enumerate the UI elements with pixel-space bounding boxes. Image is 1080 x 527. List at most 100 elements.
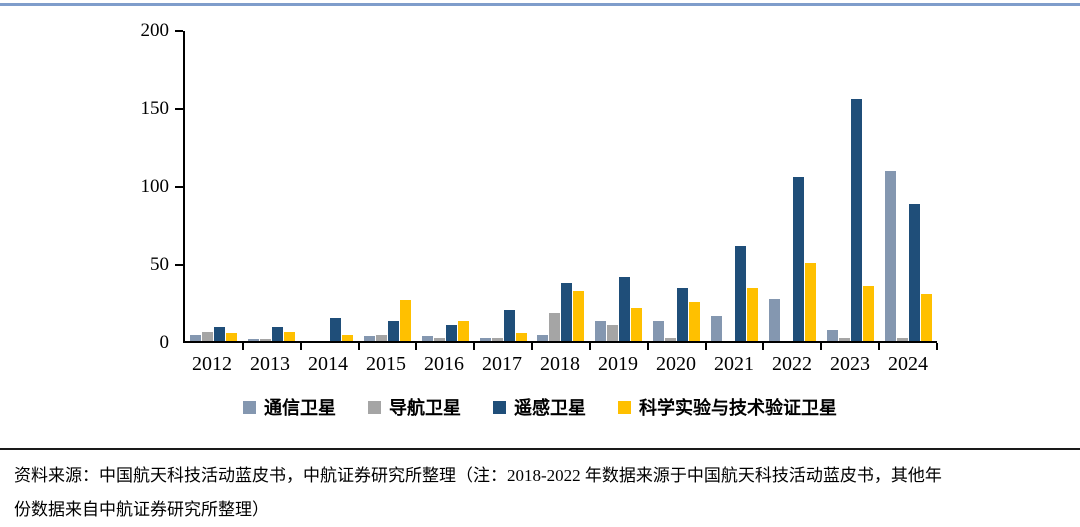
legend-label: 导航卫星 [389,398,461,418]
x-axis-tick [704,343,707,350]
source-note-line2: 份数据来自中航证券研究所整理） [14,500,269,519]
bar-导航卫星-2020 [665,337,677,341]
legend-item-导航卫星: 导航卫星 [368,394,461,420]
y-axis-tick [175,30,183,32]
bar-通信卫星-2017 [479,337,491,341]
bar-group-2012 [185,31,244,350]
satellite-launch-bar-chart: 0 50 100 150 200 2012 2013 2014 2015 2016 2017 201… [0,20,1080,420]
legend-swatch-icon [618,400,631,414]
bar-group-2022 [763,31,823,350]
bar-通信卫星-2020 [653,320,665,341]
source-note-line1: 资料来源：中国航天科技活动蓝皮书，中航证券研究所整理（注：2018-2022 年… [14,466,942,485]
footer-divider [0,448,1080,450]
bar-导航卫星-2016 [433,337,445,341]
bar-遥感卫星-2021 [735,245,747,341]
legend-swatch-icon [368,400,381,414]
x-axis-tick [878,343,881,350]
bar-科学实验与技术验证卫星-2024 [920,294,932,341]
bar-遥感卫星-2013 [272,327,284,341]
y-axis-tick [175,186,183,188]
x-axis-label-2018: 2018 [540,353,580,375]
bar-group-2024 [879,31,938,350]
x-axis-label-2021: 2021 [714,353,754,375]
y-axis-tick [175,108,183,110]
x-axis-tick [531,343,534,350]
bar-科学实验与技术验证卫星-2021 [747,288,759,341]
bar-导航卫星-2024 [896,337,908,341]
bar-科学实验与技术验证卫星-2019 [631,308,643,341]
legend-item-通信卫星: 通信卫星 [243,394,336,420]
x-axis-tick [357,343,360,350]
x-axis-label-2024: 2024 [888,353,928,375]
x-axis-tick [241,343,244,350]
x-axis-label-2020: 2020 [656,353,696,375]
legend-swatch-icon [243,400,256,414]
y-axis-tick-label: 100 [140,176,170,197]
bar-遥感卫星-2023 [850,99,862,341]
bar-通信卫星-2016 [421,336,433,341]
bar-科学实验与技术验证卫星-2014 [342,334,354,341]
bar-通信卫星-2021 [711,316,723,341]
x-axis-tick [820,343,823,350]
x-axis-label-2012: 2012 [192,353,232,375]
bar-通信卫星-2012 [190,334,202,341]
x-axis-labels: 2012 2013 2014 2015 2016 2017 2018 2019 2020 2021… [183,353,937,376]
bar-导航卫星-2017 [491,337,503,341]
x-axis-tick [646,343,649,350]
y-axis-tick-label: 50 [150,254,169,275]
legend-label: 遥感卫星 [514,398,586,418]
x-axis-label-2017: 2017 [482,353,522,375]
bar-group-2018 [532,31,591,350]
x-axis-label-2014: 2014 [308,353,348,375]
legend-label: 通信卫星 [264,398,336,418]
bar-科学实验与技术验证卫星-2013 [284,331,296,341]
chart-legend: 通信卫星 导航卫星 遥感卫星 科学实验与技术验证卫星 [0,394,1080,420]
bar-group-2020 [648,31,707,350]
bar-遥感卫星-2018 [561,283,573,341]
bar-group-2017 [474,31,534,350]
x-axis-label-2016: 2016 [424,353,464,375]
y-axis-tick-label: 200 [140,20,170,41]
x-axis-label-2019: 2019 [598,353,638,375]
legend-label: 科学实验与技术验证卫星 [639,398,837,418]
bar-通信卫星-2015 [363,336,375,341]
x-axis-tick [762,343,765,350]
bar-通信卫星-2019 [595,320,607,341]
x-axis-tick [935,343,938,350]
bar-导航卫星-2023 [838,337,850,341]
bar-科学实验与技术验证卫星-2017 [515,333,527,341]
y-axis-tick [175,264,183,266]
plot-area: 0 50 100 150 200 [141,20,938,353]
bar-科学实验与技术验证卫星-2022 [804,263,816,341]
bar-group-2016 [416,31,476,350]
x-axis-tick [415,343,418,350]
source-note: 资料来源：中国航天科技活动蓝皮书，中航证券研究所整理（注：2018-2022 年… [0,450,1080,527]
bar-遥感卫星-2012 [214,327,226,341]
bar-科学实验与技术验证卫星-2020 [689,302,701,341]
bar-通信卫星-2018 [537,334,549,341]
bar-科学实验与技术验证卫星-2015 [399,300,411,341]
bar-遥感卫星-2015 [387,320,399,341]
legend-swatch-icon [493,400,506,414]
bar-科学实验与技术验证卫星-2018 [573,291,585,341]
bar-group-2013 [243,31,302,350]
bar-科学实验与技术验证卫星-2016 [457,320,469,341]
bar-导航卫星-2013 [260,339,272,341]
x-axis-label-2023: 2023 [830,353,870,375]
bar-遥感卫星-2014 [330,317,342,341]
x-axis-label-2022: 2022 [772,353,812,375]
bar-通信卫星-2022 [768,298,780,341]
bar-遥感卫星-2019 [619,277,631,341]
x-axis-tick [588,343,591,350]
x-axis-label-2013: 2013 [250,353,290,375]
legend-item-遥感卫星: 遥感卫星 [493,394,586,420]
x-axis-tick [299,343,302,350]
bar-科学实验与技术验证卫星-2023 [862,286,874,341]
bar-group-2015 [359,31,418,350]
bar-遥感卫星-2017 [503,309,515,341]
bar-导航卫星-2019 [607,325,619,341]
x-axis-tick [473,343,476,350]
bar-通信卫星-2013 [248,339,260,341]
bar-遥感卫星-2020 [677,288,689,341]
bar-遥感卫星-2022 [792,177,804,341]
